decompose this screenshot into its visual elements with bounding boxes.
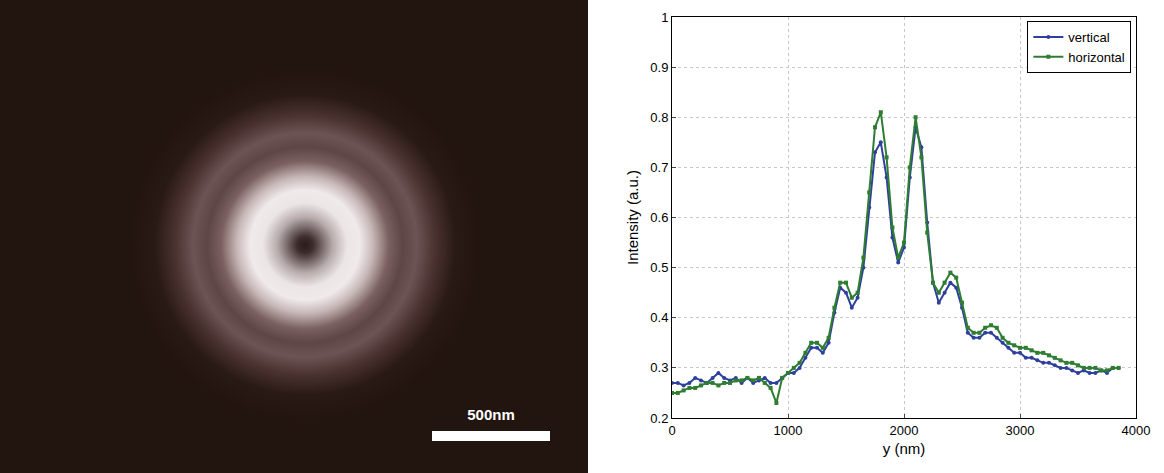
svg-text:2000: 2000 bbox=[890, 423, 919, 438]
svg-text:4000: 4000 bbox=[1122, 423, 1151, 438]
svg-text:y (nm): y (nm) bbox=[883, 440, 926, 457]
svg-text:0.7: 0.7 bbox=[650, 160, 668, 175]
svg-text:0.5: 0.5 bbox=[650, 260, 668, 275]
svg-text:Intensity (a.u.): Intensity (a.u.) bbox=[624, 170, 641, 265]
svg-text:0.2: 0.2 bbox=[650, 411, 668, 426]
svg-text:horizontal: horizontal bbox=[1068, 50, 1124, 65]
svg-text:0.8: 0.8 bbox=[650, 110, 668, 125]
svg-text:vertical: vertical bbox=[1068, 30, 1109, 45]
svg-text:0: 0 bbox=[668, 423, 675, 438]
svg-text:3000: 3000 bbox=[1006, 423, 1035, 438]
svg-text:1: 1 bbox=[661, 10, 668, 25]
svg-text:1000: 1000 bbox=[774, 423, 803, 438]
svg-text:0.3: 0.3 bbox=[650, 360, 668, 375]
svg-text:0.9: 0.9 bbox=[650, 60, 668, 75]
svg-text:0.4: 0.4 bbox=[650, 310, 668, 325]
svg-text:0.6: 0.6 bbox=[650, 210, 668, 225]
html-text:500nm: 500nm bbox=[467, 406, 515, 423]
